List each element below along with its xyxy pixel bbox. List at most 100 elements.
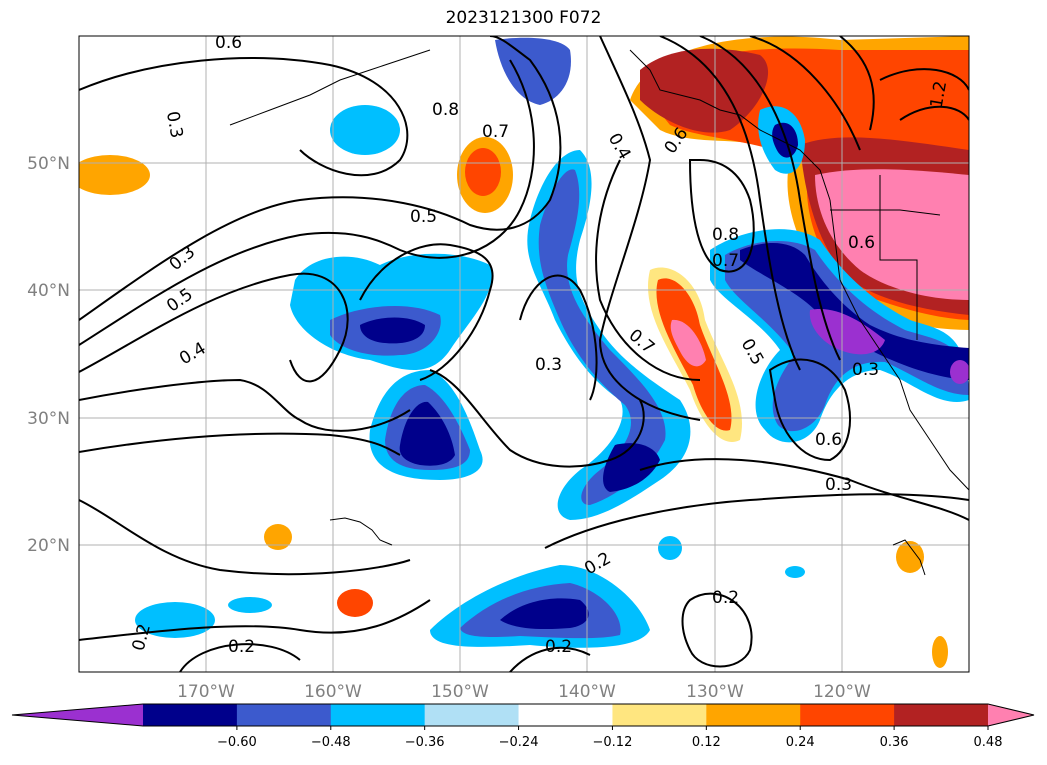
warm-spot-south bbox=[337, 589, 373, 617]
colorbar-extend-max bbox=[988, 704, 1034, 726]
colorbar: −0.60 −0.48 −0.36 −0.24 −0.12 0.12 0.24 0.36 0.4… bbox=[11, 703, 1035, 750]
colorbar-extend-min bbox=[12, 704, 143, 726]
contour-line bbox=[639, 458, 969, 521]
colorbar-segment bbox=[330, 704, 426, 726]
warm-spot-baja bbox=[896, 541, 924, 573]
contour-lines bbox=[79, 36, 969, 672]
coastline-alaska bbox=[629, 49, 831, 201]
contour-line bbox=[79, 432, 401, 456]
colorbar-segment bbox=[236, 704, 332, 726]
warm-spot-central-core bbox=[465, 148, 501, 196]
contour-label: 0.8 bbox=[712, 225, 739, 245]
lon-tick-label: 160°W bbox=[304, 682, 362, 702]
colorbar-segment bbox=[518, 704, 613, 726]
cold-spot-west-2 bbox=[228, 597, 272, 613]
lat-tick-label: 40°N bbox=[27, 281, 70, 301]
contour-line bbox=[688, 159, 755, 273]
colorbar-outline bbox=[11, 703, 1035, 727]
contour-label: 0.2 bbox=[228, 637, 255, 657]
colorbar-segment bbox=[800, 704, 895, 726]
coastline-hawaii bbox=[329, 517, 393, 546]
cold-region-coastal-peak bbox=[809, 309, 885, 355]
cold-region-coastal-core bbox=[740, 243, 969, 380]
gridlines bbox=[79, 36, 969, 672]
contour-label: 0.3 bbox=[825, 475, 852, 495]
coastline-west-coast bbox=[829, 199, 969, 491]
lon-tick-label: 140°W bbox=[558, 682, 616, 702]
colorbar-tick-label: 0.24 bbox=[786, 735, 815, 750]
contour-line bbox=[179, 643, 301, 672]
colorbar-segment bbox=[424, 704, 520, 726]
warm-region-northeast-peak bbox=[815, 169, 969, 300]
contour-line bbox=[768, 358, 851, 462]
colorbar-tick-label: 0.36 bbox=[880, 735, 909, 750]
lat-tick-label: 30°N bbox=[27, 409, 70, 429]
lon-tick-label: 150°W bbox=[431, 682, 489, 702]
contour-line bbox=[519, 274, 598, 401]
contour-label: 0.8 bbox=[432, 100, 459, 120]
colorbar-segment bbox=[612, 704, 707, 726]
cold-region-central-band-core bbox=[603, 443, 660, 492]
contour-label: 0.6 bbox=[215, 33, 242, 53]
warm-spot-hawaii-west bbox=[264, 524, 292, 550]
contour-line bbox=[79, 57, 409, 177]
contour-line bbox=[79, 36, 562, 321]
colorbar-segment bbox=[706, 704, 801, 726]
contour-line bbox=[598, 36, 701, 421]
state-border bbox=[830, 209, 941, 216]
contour-line bbox=[879, 68, 969, 91]
cold-region-central-band-inner bbox=[538, 169, 666, 505]
contour-line bbox=[79, 272, 349, 383]
contour-line bbox=[839, 36, 875, 131]
contour-label: 0.6 bbox=[848, 233, 875, 253]
contour-line bbox=[79, 59, 535, 346]
contour-line bbox=[79, 378, 411, 432]
contour-label: 0.7 bbox=[482, 122, 509, 142]
lon-tick-label: 170°W bbox=[177, 682, 235, 702]
contour-line bbox=[79, 499, 411, 576]
contour-label: 0.2 bbox=[712, 588, 739, 608]
cold-spot-baja-west bbox=[785, 566, 805, 578]
cold-region-west-central-core bbox=[360, 317, 425, 344]
warm-region-offshore-core bbox=[670, 319, 706, 367]
contour-label: 0.3 bbox=[535, 355, 562, 375]
lon-axis: 170°W 160°W 150°W 140°W 130°W 120°W bbox=[177, 682, 871, 702]
cold-region-coastal-peak-2 bbox=[950, 360, 969, 384]
contour-label: 1.2 bbox=[927, 80, 951, 110]
contour-line bbox=[899, 105, 969, 121]
contour-label: 0.7 bbox=[712, 251, 739, 271]
contour-label: 0.6 bbox=[815, 430, 842, 450]
colorbar-tick-label: 0.48 bbox=[974, 735, 1003, 750]
contour-line bbox=[659, 36, 801, 371]
coastlines bbox=[229, 49, 969, 576]
contour-line bbox=[544, 493, 969, 549]
map-title: 2023121300 F072 bbox=[445, 8, 602, 28]
contour-label: 0.3 bbox=[852, 360, 879, 380]
map-frame bbox=[78, 35, 970, 673]
colorbar-segment bbox=[143, 704, 238, 726]
contour-line bbox=[509, 646, 591, 672]
lat-tick-label: 20°N bbox=[27, 536, 70, 556]
contour-line bbox=[749, 36, 861, 151]
colorbar-tick-label: −0.60 bbox=[217, 735, 257, 750]
contour-label: 0.5 bbox=[410, 207, 437, 227]
cold-spot-hawaii-east bbox=[658, 536, 682, 560]
contour-line bbox=[429, 369, 645, 468]
contour-line bbox=[359, 243, 494, 381]
colorbar-tick-label: 0.12 bbox=[692, 735, 721, 750]
colorbar-tick-label: −0.48 bbox=[311, 735, 351, 750]
lat-tick-label: 50°N bbox=[27, 154, 70, 174]
contour-line bbox=[595, 159, 701, 381]
colorbar-segment bbox=[894, 704, 989, 726]
map-panel: 0.6 0.3 0.8 0.7 0.5 0.3 0.5 0.4 0.4 0.6 … bbox=[79, 33, 969, 672]
lat-axis: 50°N 40°N 30°N 20°N bbox=[27, 154, 70, 556]
warm-spot-west bbox=[79, 155, 150, 195]
coastline-baja bbox=[892, 539, 926, 576]
cold-region-pacific-south-core bbox=[500, 598, 589, 630]
coastline-aleutians bbox=[229, 49, 431, 126]
contour-line bbox=[681, 592, 753, 668]
cold-region-north-central bbox=[495, 37, 571, 106]
state-border bbox=[879, 175, 918, 340]
contour-label: 0.2 bbox=[545, 637, 572, 657]
